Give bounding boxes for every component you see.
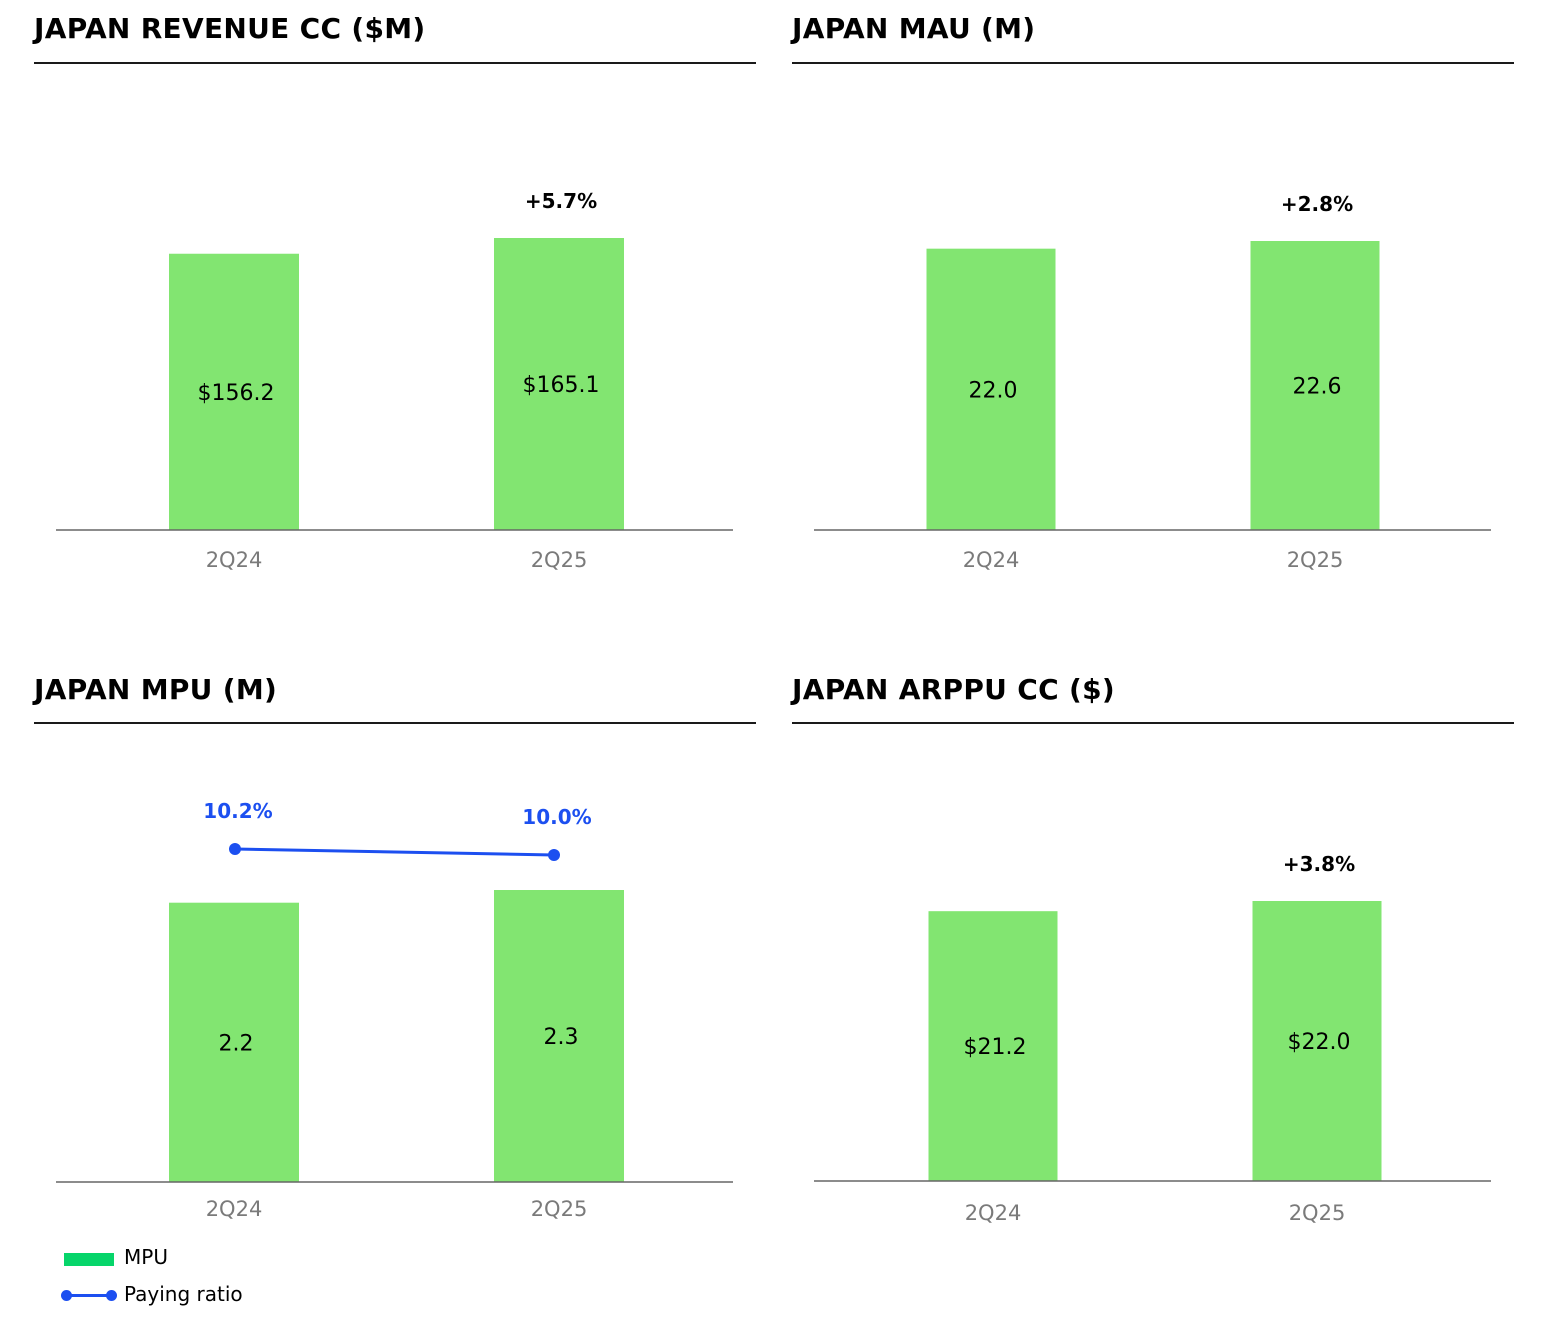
x-tick-label: 2Q24 xyxy=(206,1197,263,1221)
paying-ratio-point xyxy=(229,843,241,855)
mau-chart: 22.0 2Q24 22.6 2Q25 +2.8% xyxy=(814,192,1491,572)
mau-title: JAPAN MAU (M) xyxy=(792,12,1036,45)
bar-value-label: 2.2 xyxy=(219,1031,254,1056)
bar-2q24 xyxy=(926,248,1056,531)
x-tick-label: 2Q24 xyxy=(206,548,263,572)
bar-value-label: $21.2 xyxy=(964,1035,1027,1060)
revenue-title: JAPAN REVENUE CC ($M) xyxy=(34,12,426,45)
paying-ratio-line xyxy=(234,847,555,857)
bar-2q25 xyxy=(1250,241,1380,530)
bar-value-label: $22.0 xyxy=(1288,1030,1351,1055)
arppu-title-rule xyxy=(792,722,1514,724)
paying-ratio-label: 10.2% xyxy=(203,799,272,823)
mpu-title-rule xyxy=(34,722,756,724)
legend-bar-swatch xyxy=(64,1253,114,1266)
bar-2q25 xyxy=(494,238,624,530)
mpu-title: JAPAN MPU (M) xyxy=(34,673,278,706)
bar-value-label: 2.3 xyxy=(544,1025,579,1050)
bar-value-label: $156.2 xyxy=(198,381,275,406)
x-tick-label: 2Q25 xyxy=(531,1197,588,1221)
paying-ratio-label: 10.0% xyxy=(522,805,591,829)
mpu-panel: JAPAN MPU (M) 2.2 2Q24 2.3 2Q25 10.2% 10.0% xyxy=(34,673,756,1233)
bar-2q24 xyxy=(169,902,299,1182)
legend-label-mpu: MPU xyxy=(124,1245,168,1269)
x-tick-label: 2Q25 xyxy=(531,548,588,572)
revenue-title-rule xyxy=(34,62,756,64)
arppu-title: JAPAN ARPPU CC ($) xyxy=(792,673,1115,706)
bar-2q24 xyxy=(928,911,1058,1181)
growth-label: +2.8% xyxy=(1281,192,1353,216)
bar-value-label: 22.6 xyxy=(1293,375,1342,400)
legend-label-paying-ratio: Paying ratio xyxy=(124,1282,243,1306)
legend-line-dot-right xyxy=(106,1290,117,1301)
bar-value-label: 22.0 xyxy=(969,378,1018,403)
x-tick-label: 2Q25 xyxy=(1287,548,1344,572)
growth-label: +5.7% xyxy=(525,189,597,213)
bar-value-label: $165.1 xyxy=(523,373,600,398)
mau-title-rule xyxy=(792,62,1514,64)
bar-2q25 xyxy=(1252,901,1382,1181)
legend-line-dot-left xyxy=(61,1290,72,1301)
mau-panel: JAPAN MAU (M) 22.0 2Q24 22.6 2Q25 +2.8% xyxy=(792,12,1514,582)
arppu-panel: JAPAN ARPPU CC ($) $21.2 2Q24 $22.0 2Q25 +3.… xyxy=(792,673,1514,1233)
growth-label: +3.8% xyxy=(1283,852,1355,876)
paying-ratio-point xyxy=(548,849,560,861)
x-tick-label: 2Q25 xyxy=(1289,1201,1346,1225)
x-tick-label: 2Q24 xyxy=(965,1201,1022,1225)
mpu-chart: 2.2 2Q24 2.3 2Q25 10.2% 10.0% xyxy=(56,799,733,1221)
x-tick-label: 2Q24 xyxy=(963,548,1020,572)
revenue-chart: $156.2 2Q24 $165.1 2Q25 +5.7% xyxy=(56,189,733,572)
revenue-panel: JAPAN REVENUE CC ($M) $156.2 2Q24 $165.1 2Q… xyxy=(34,12,756,582)
legend-line-swatch xyxy=(64,1294,114,1297)
bar-2q24 xyxy=(169,253,299,530)
bar-2q25 xyxy=(494,890,624,1182)
arppu-chart: $21.2 2Q24 $22.0 2Q25 +3.8% xyxy=(814,852,1491,1225)
